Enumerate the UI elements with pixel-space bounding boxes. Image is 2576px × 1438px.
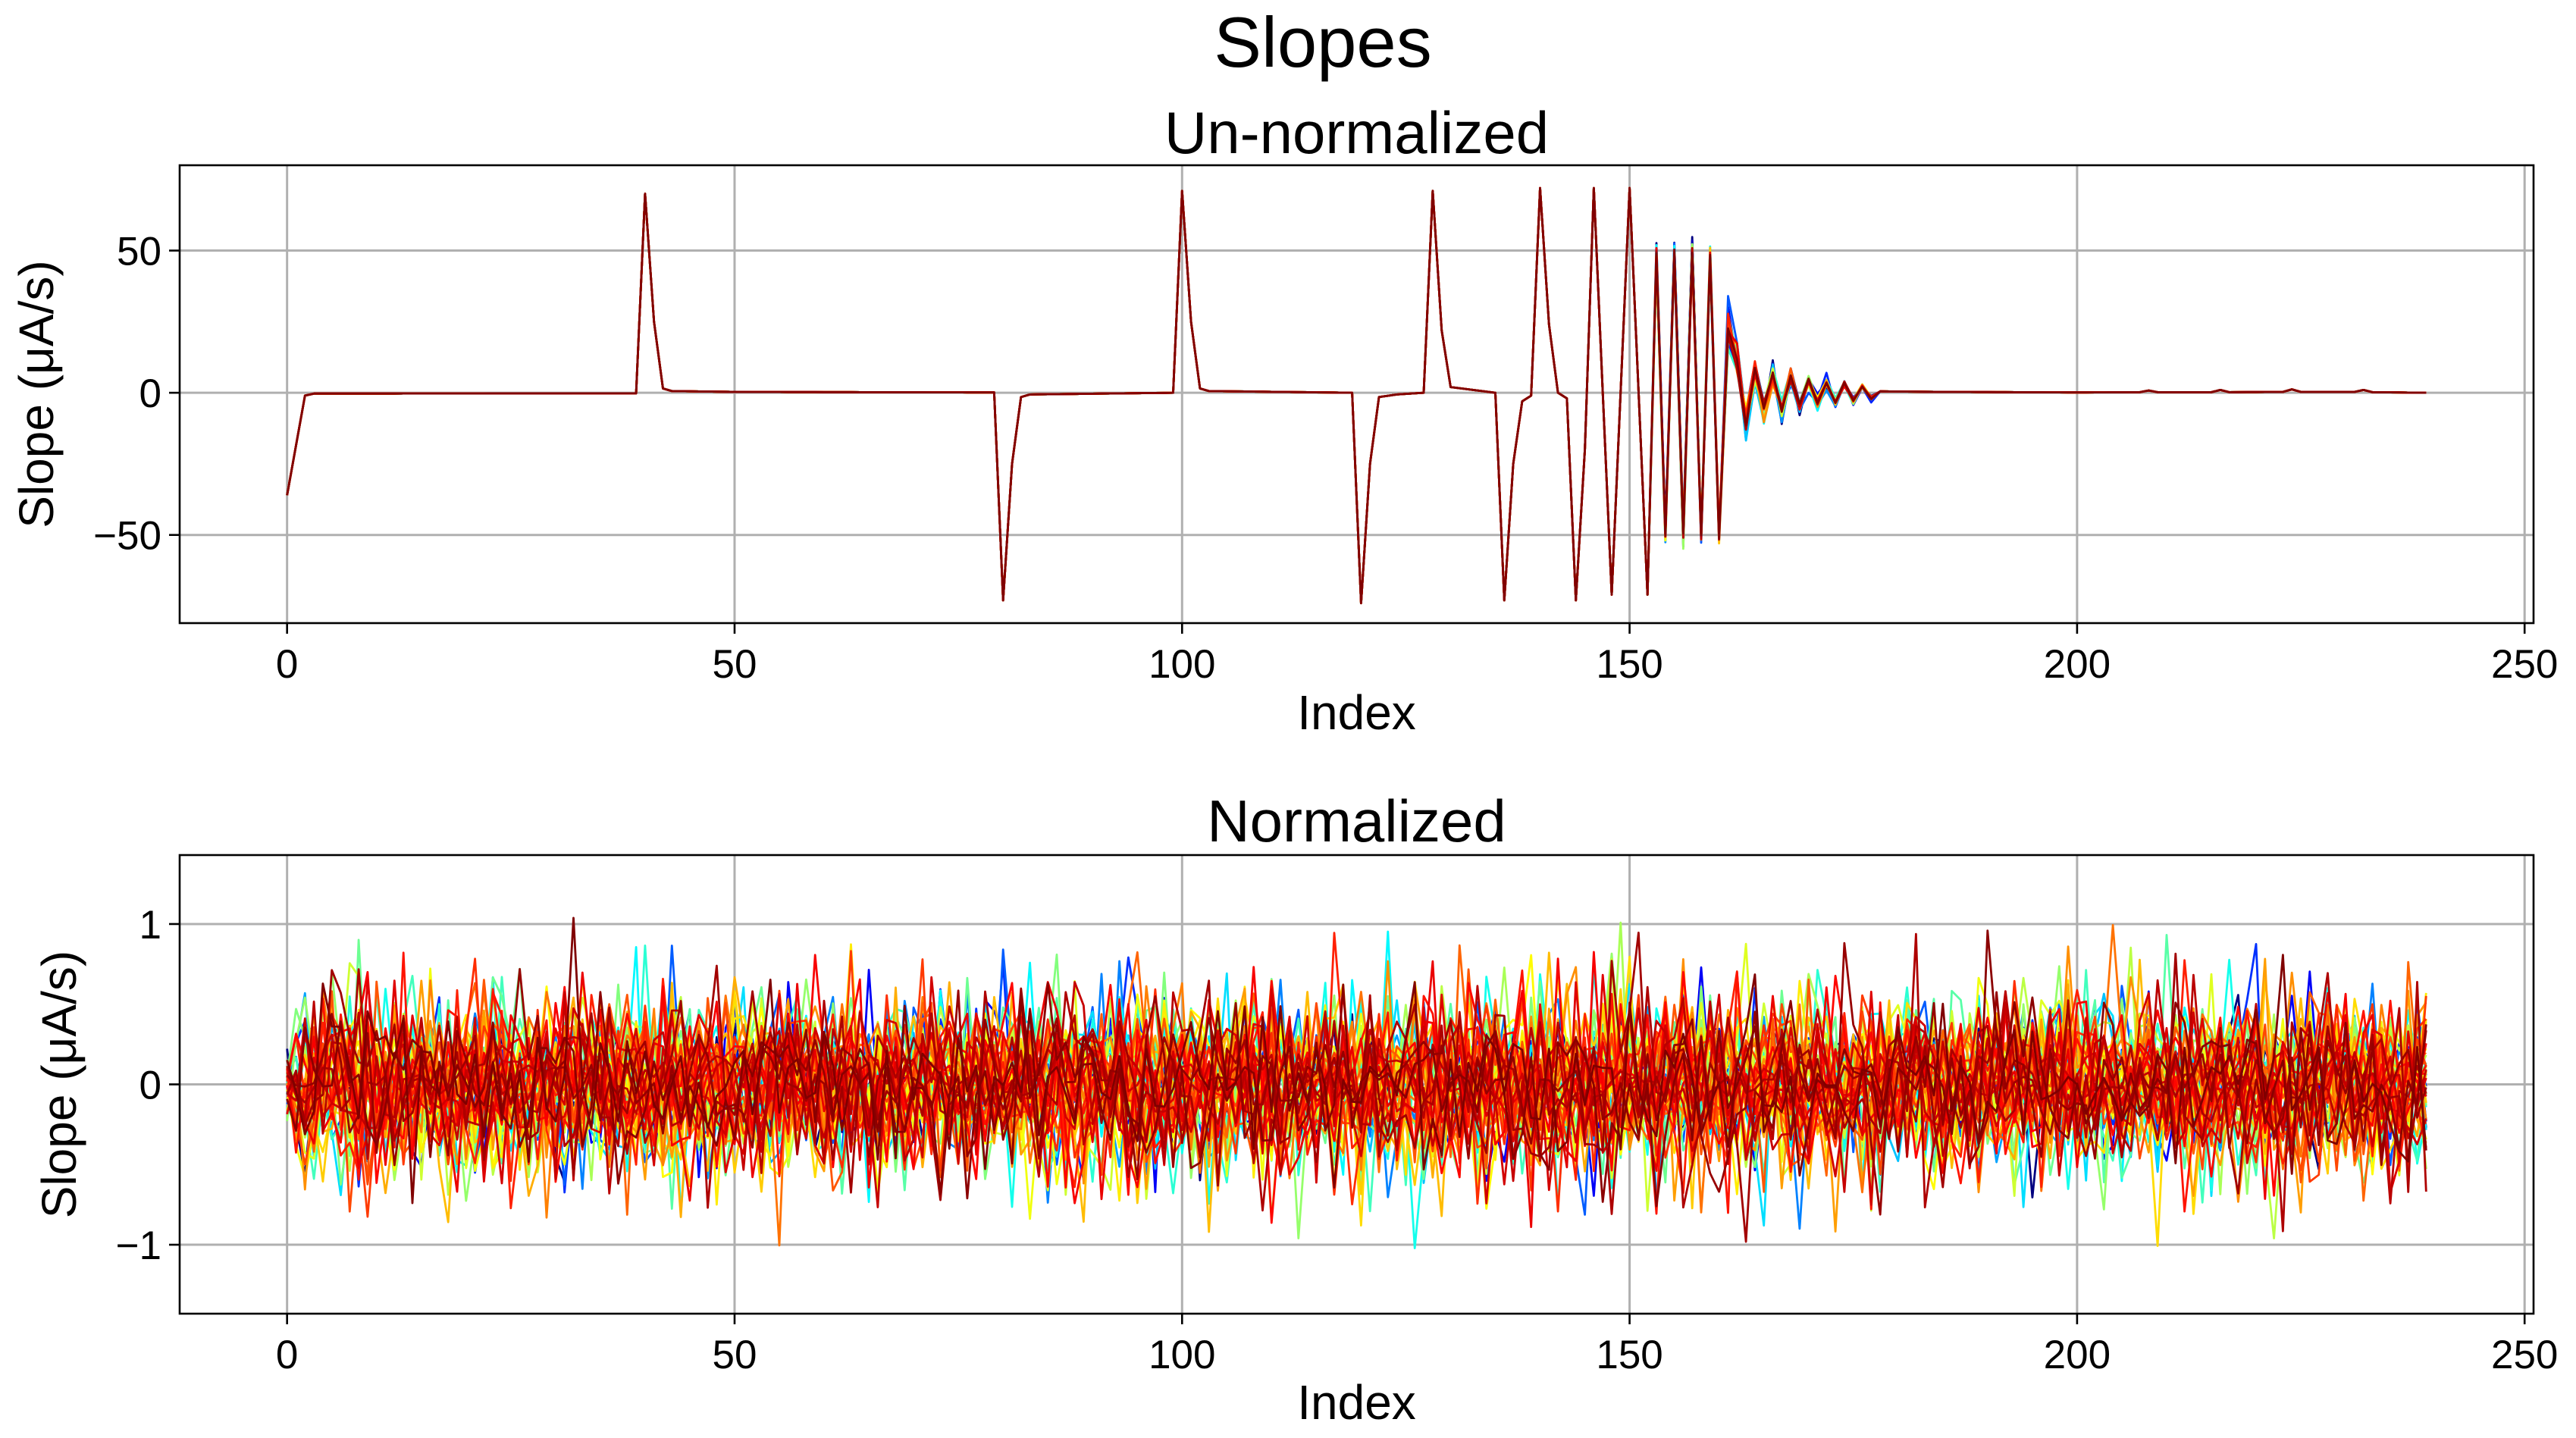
y-tick-label: 0 (139, 371, 161, 416)
x-tick-label: 250 (2491, 1333, 2558, 1377)
x-tick-label: 0 (276, 642, 298, 687)
series-line-50 (286, 916, 2427, 1205)
chart-title: Normalized (1207, 788, 1506, 854)
x-tick-label: 250 (2491, 642, 2558, 687)
y-tick-label: 50 (117, 230, 161, 274)
chart-title: Un-normalized (1164, 99, 1549, 166)
figure-suptitle: Slopes (1214, 2, 1431, 82)
y-axis-label: Slope (μA/s) (32, 951, 86, 1218)
y-tick-label: −1 (116, 1223, 161, 1268)
y-tick-label: −50 (93, 514, 161, 559)
series-line-20 (286, 186, 2427, 605)
series-group (286, 186, 2427, 605)
x-tick-label: 50 (713, 642, 757, 687)
x-tick-label: 50 (713, 1333, 757, 1377)
chart-normalized: 0 50 100 150 200 250 −1 0 1 Normalized Index Slope … (32, 788, 2558, 1430)
y-axis-label: Slope (μA/s) (9, 260, 64, 528)
series-line-49 (286, 929, 2427, 1208)
series-line-47 (286, 932, 2427, 1243)
x-tick-label: 100 (1149, 1333, 1215, 1377)
y-tick-label: 0 (139, 1064, 161, 1108)
chart-unnormalized: 0 50 100 150 200 250 −50 0 50 Un-normalized Index S… (9, 99, 2558, 740)
x-tick-label: 0 (276, 1333, 298, 1377)
x-tick-label: 150 (1596, 642, 1662, 687)
y-tick-label: 1 (139, 903, 161, 948)
series-line-48 (286, 941, 2427, 1216)
x-tick-label: 100 (1149, 642, 1215, 687)
x-tick-label: 150 (1596, 1333, 1662, 1377)
x-axis-label: Index (1297, 685, 1416, 740)
plot-frame (178, 164, 2535, 625)
x-tick-label: 200 (2044, 1333, 2111, 1377)
x-tick-label: 200 (2044, 642, 2111, 687)
x-axis-label: Index (1297, 1375, 1416, 1430)
series-group (286, 916, 2427, 1249)
